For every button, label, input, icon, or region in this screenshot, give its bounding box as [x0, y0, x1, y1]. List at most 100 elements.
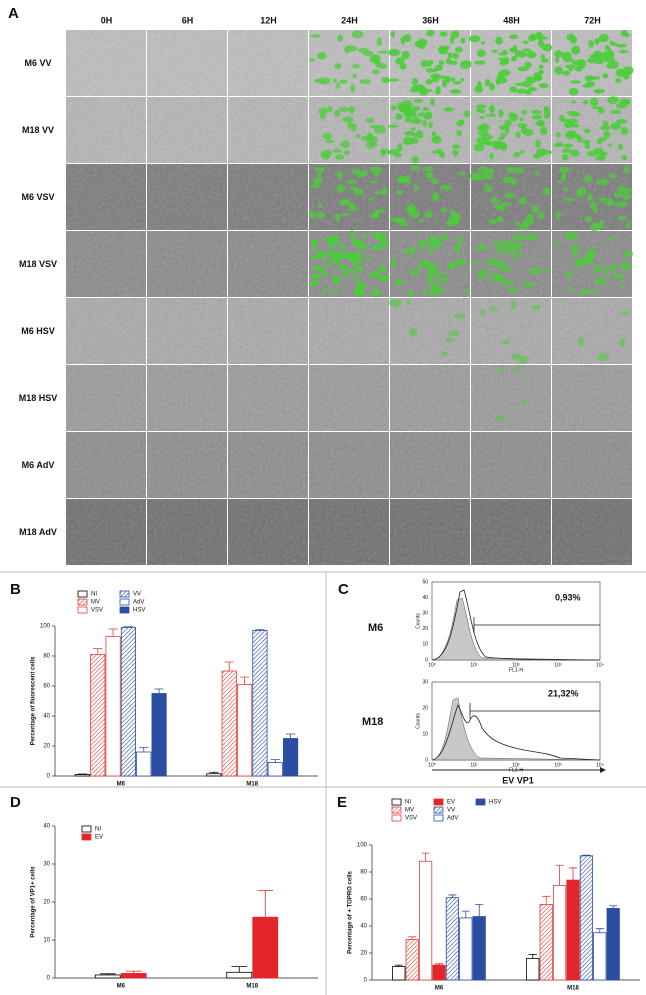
micrograph-texture: [147, 164, 227, 230]
micrograph-texture: [471, 432, 551, 498]
bar: [237, 684, 253, 777]
infected-cell: [315, 211, 326, 219]
infected-cell: [504, 192, 517, 199]
y-axis-name: Counts: [415, 613, 421, 629]
infected-cell: [518, 196, 528, 205]
infected-cell: [425, 111, 433, 119]
infected-cell: [430, 98, 436, 106]
x-tick-label: 10⁴: [596, 762, 604, 768]
legend-label: VV: [447, 808, 455, 814]
infected-cell: [441, 46, 449, 55]
infected-cell: [469, 172, 480, 180]
infected-cell: [453, 244, 463, 250]
legend-label: NI: [95, 827, 101, 833]
infected-cell: [436, 148, 443, 155]
infected-cell: [413, 85, 420, 91]
infected-cell: [332, 148, 342, 153]
infected-cell: [308, 58, 316, 62]
infected-cell: [340, 140, 351, 149]
infected-cell: [623, 250, 634, 257]
legend-label: VSV: [91, 608, 103, 614]
infected-cell: [449, 89, 462, 94]
infected-cell: [609, 60, 619, 70]
x-axis-label: EV VP1: [502, 775, 534, 785]
row-label: M18 VSV: [19, 259, 57, 269]
panel-label: C: [338, 581, 349, 598]
y-tick-label: 60: [360, 897, 367, 903]
micrograph-texture: [66, 365, 146, 431]
infected-cell: [410, 165, 421, 171]
infected-cell: [450, 265, 455, 270]
micrograph-texture: [147, 30, 227, 96]
infected-cell: [482, 172, 489, 177]
infected-cell: [571, 231, 578, 239]
infected-cell: [505, 248, 512, 255]
infected-cell: [336, 244, 349, 248]
legend-swatch: [81, 833, 92, 841]
infected-cell: [426, 172, 432, 177]
infected-cell: [500, 266, 512, 272]
histogram-fill: [431, 597, 601, 661]
infected-cell: [576, 135, 583, 143]
infected-cell: [377, 62, 388, 70]
infected-cell: [408, 209, 420, 218]
infected-cell: [369, 270, 380, 279]
histogram-line: [431, 704, 601, 761]
infected-cell: [498, 109, 504, 118]
micrograph-texture: [552, 499, 632, 565]
infected-cell: [593, 264, 603, 270]
error-bar: [123, 626, 134, 628]
infected-cell: [393, 279, 404, 284]
infected-cell: [322, 150, 333, 156]
micrograph-texture: [228, 97, 308, 163]
y-tick-label: 0: [364, 978, 368, 984]
infected-cell: [468, 35, 481, 43]
infected-cell: [373, 59, 382, 65]
infected-cell: [556, 179, 563, 184]
infected-cell: [431, 135, 442, 144]
infected-cell: [352, 73, 357, 79]
infected-cell: [555, 142, 564, 147]
infected-cell: [453, 313, 466, 320]
column-label: 12H: [260, 15, 277, 25]
bar: [566, 879, 580, 981]
panel-label: D: [10, 794, 21, 811]
infected-cell: [490, 199, 502, 204]
bar: [120, 973, 147, 979]
infected-cell: [615, 201, 627, 208]
infected-cell: [373, 172, 380, 177]
infected-cell: [585, 81, 596, 88]
infected-cell: [513, 166, 525, 174]
infected-cell: [563, 57, 574, 63]
y-tick-label: 100: [357, 843, 368, 849]
error-bar: [125, 970, 142, 974]
error-bar: [99, 973, 116, 975]
infected-cell: [334, 154, 345, 160]
infected-cell: [498, 52, 508, 56]
error-bar: [555, 864, 564, 886]
row-label: M6 VV: [24, 58, 51, 68]
legend-label: MV: [91, 600, 100, 606]
legend-label: NI: [91, 592, 97, 598]
error-bar: [154, 688, 164, 694]
infected-cell: [418, 219, 425, 223]
infected-cell: [542, 43, 553, 52]
infected-cell: [376, 37, 383, 47]
legend-label: VV: [133, 592, 141, 598]
image-grid: 0H 6H 12H 24H 36H 48H 72H M6 VV M18 VV M6 VSV M18 …: [19, 15, 634, 565]
infected-cell: [390, 105, 397, 111]
x-tick-label: M18: [567, 986, 579, 992]
infected-cell: [426, 29, 435, 37]
bar: [553, 885, 567, 981]
infected-cell: [571, 45, 581, 55]
infected-cell: [380, 238, 389, 247]
infected-cell: [532, 153, 542, 159]
infected-cell: [365, 117, 375, 123]
annotation: 0,93%: [555, 592, 581, 602]
infected-cell: [599, 219, 605, 229]
infected-cell: [417, 263, 422, 271]
infected-cell: [540, 58, 549, 63]
infected-cell: [474, 85, 484, 93]
infected-cell: [417, 240, 429, 249]
infected-cell: [518, 355, 529, 364]
